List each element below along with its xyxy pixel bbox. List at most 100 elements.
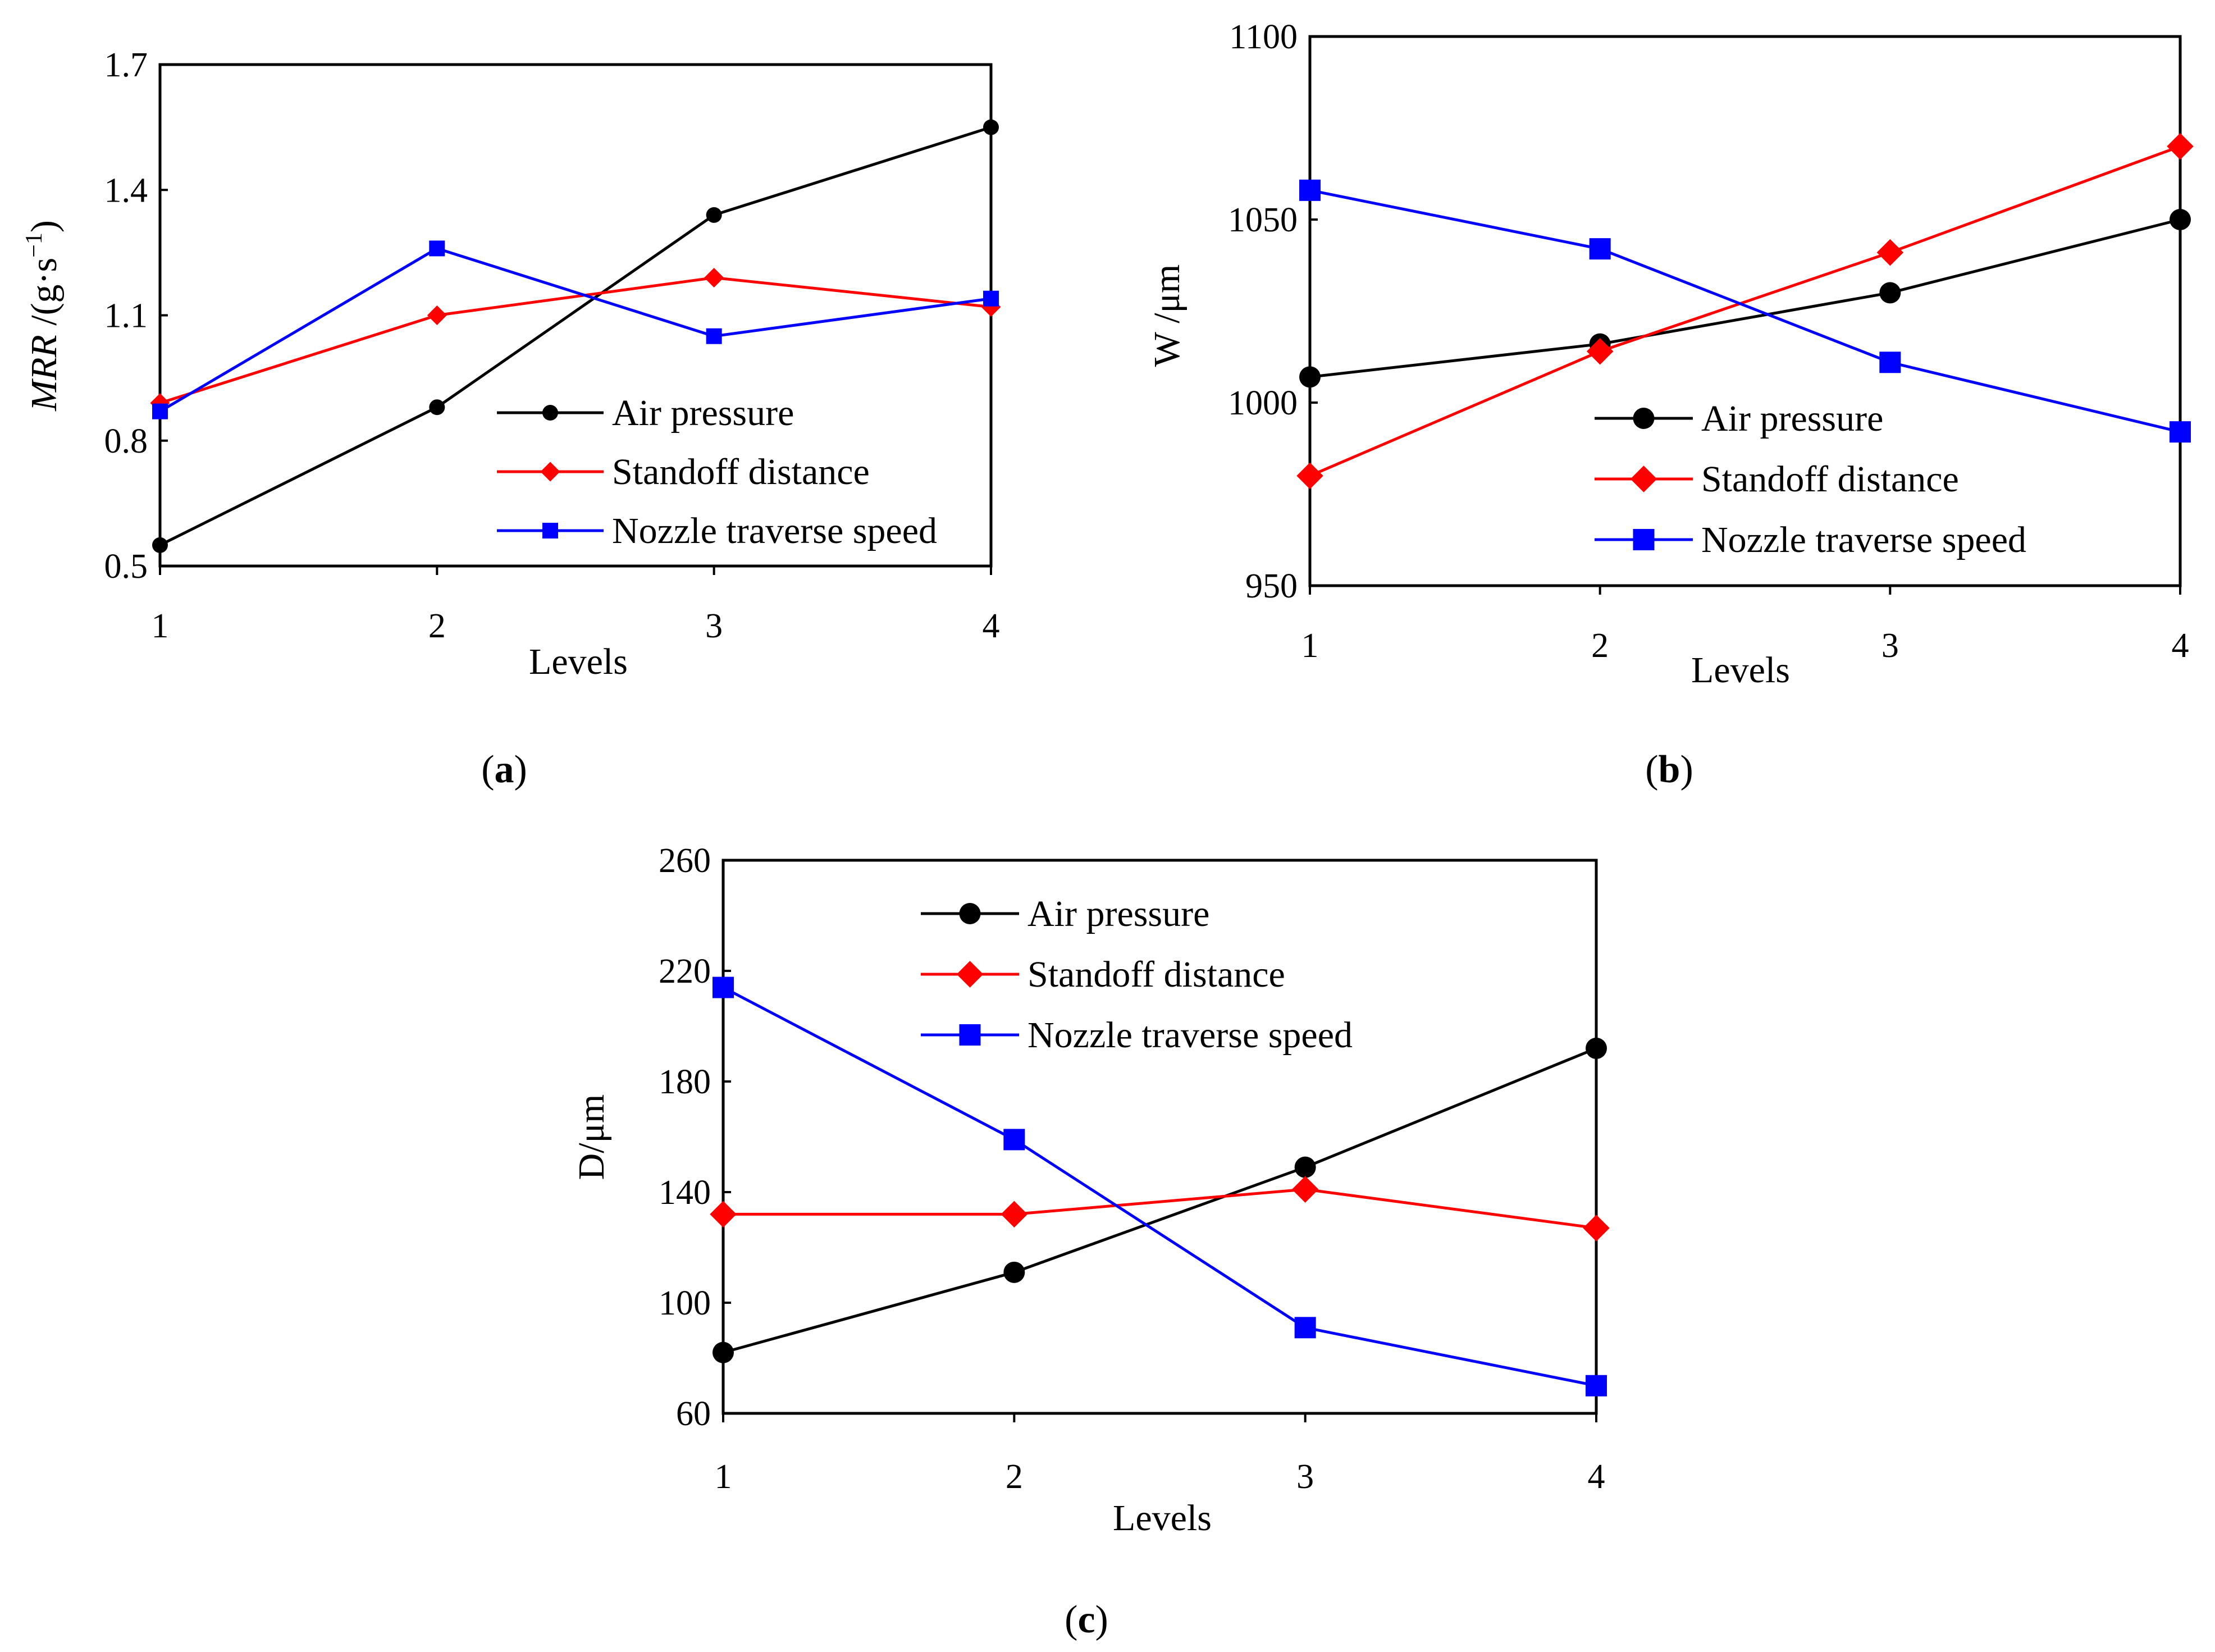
series-line-c-2 [722,986,1597,1388]
data-point-a-1-2 [704,268,724,288]
x-tick-label-c-2: 3 [1296,1458,1314,1496]
data-point-a-0-3 [983,119,999,135]
data-point-b-0-3 [2170,209,2191,230]
y-axis-label-a-exp: −1 [21,232,47,258]
x-tick-label-c-1: 2 [1006,1458,1023,1496]
data-point-b-0-0 [1299,366,1321,388]
x-axis-label-b: Levels [1691,650,1790,691]
y-tick-label-b-2: 1050 [1228,201,1298,239]
legend-b: Air pressure Standoff distance Nozzle trav… [1595,398,2026,560]
data-point-b-1-2 [1876,239,1904,266]
x-tick-label-b-3: 4 [2172,627,2189,665]
y-tick-label-c-5: 260 [659,842,711,880]
x-tick-label-b-1: 2 [1591,627,1609,665]
caption-c: (c) [1065,1598,1108,1641]
legend-marker-b-1 [1630,466,1657,492]
x-tick-label-a-2: 3 [705,607,723,645]
x-tick-label-a-3: 4 [983,607,1000,645]
data-point-c-2-1 [1003,1129,1025,1151]
ticks-b: 950 1000 1050 1100 1 2 3 4 [1228,18,2189,665]
x-axis-label-c: Levels [1113,1498,1212,1539]
y-axis-label-c: D/μm [571,1094,612,1180]
legend-marker-c-1 [956,961,984,988]
series-line-c-1 [723,1188,1597,1230]
data-point-c-2-2 [1294,1317,1316,1339]
data-point-a-2-1 [429,240,445,257]
data-point-c-1-1 [1001,1201,1028,1228]
x-tick-label-a-1: 2 [428,607,446,645]
data-point-b-2-0 [1299,179,1321,201]
data-point-a-2-2 [706,328,722,344]
series-line-b-2 [1309,189,2181,433]
y-tick-label-c-0: 60 [676,1395,711,1433]
data-point-c-2-0 [713,976,734,998]
data-point-c-2-3 [1586,1375,1607,1397]
y-axis-label-a-unit: /(g·s [24,258,65,335]
data-point-b-2-2 [1879,352,1901,373]
legend-marker-a-2 [542,523,558,539]
legend-c: Air pressure Standoff distance Nozzle trav… [921,893,1353,1056]
data-point-b-1-3 [2167,133,2194,160]
y-tick-label-c-1: 100 [659,1284,711,1322]
y-tick-label-a-3: 1.4 [104,171,148,209]
legend-label-c-2: Nozzle traverse speed [1027,1015,1353,1056]
y-axis-label-b: W /μm [1147,264,1188,367]
data-point-a-2-0 [152,403,168,419]
legend-marker-b-2 [1633,529,1655,550]
y-axis-label-a-main: MRR [24,335,65,412]
series-line-c-0 [723,1047,1597,1354]
legend-label-c-1: Standoff distance [1027,954,1285,995]
y-tick-label-c-2: 140 [659,1174,711,1212]
legend-marker-c-0 [959,903,981,924]
marks-c [710,976,1610,1397]
y-tick-label-c-3: 180 [659,1063,711,1101]
data-point-c-0-0 [713,1341,734,1363]
series-line-b-1 [1309,145,2181,477]
data-point-b-2-1 [1589,238,1611,260]
data-point-c-1-0 [710,1201,737,1228]
data-point-c-1-3 [1583,1215,1610,1242]
y-tick-label-b-3: 1100 [1229,18,1298,56]
x-tick-label-a-0: 1 [152,607,169,645]
marks-b [1296,133,2194,490]
ticks-a: 0.5 0.8 1.1 1.4 1.7 1 2 3 4 [104,46,1000,645]
caption-c-letter: c [1077,1598,1095,1641]
data-point-b-2-3 [2170,421,2191,443]
y-axis-label-a-close: ) [24,220,65,232]
caption-a-letter: a [495,748,514,791]
legend-marker-b-0 [1633,408,1655,429]
legend-marker-a-0 [542,405,558,421]
x-tick-label-c-3: 4 [1588,1458,1605,1496]
legend-marker-a-1 [540,462,560,482]
data-point-b-0-2 [1879,282,1901,304]
legend-label-b-0: Air pressure [1701,398,1883,439]
y-tick-label-a-1: 0.8 [104,422,148,460]
series-line-b-0 [1309,218,2181,378]
series-line-a-2 [159,247,992,413]
y-tick-label-b-1: 1000 [1228,384,1298,422]
panel-a: 0.50.81.11.41.71 2 3 4 Levels MRR /(g·s−1) … [21,46,1001,791]
y-tick-label-a-0: 0.5 [104,547,148,586]
data-point-a-0-2 [706,207,722,223]
panel-b: 950 1000 1050 1100 1 2 3 4 Levels W /μm Air pre… [1147,18,2194,791]
data-point-c-0-1 [1003,1261,1025,1283]
data-point-b-1-0 [1296,462,1323,490]
data-point-c-0-2 [1294,1156,1316,1178]
plot-area-c [721,859,1598,1415]
marks-a [150,119,1001,553]
y-tick-label-b-0: 950 [1245,567,1298,605]
y-axis-label-a: MRR /(g·s−1) [21,220,65,412]
legend-label-a-1: Standoff distance [612,451,870,492]
legend-label-a-2: Nozzle traverse speed [612,510,937,551]
caption-a: (a) [481,748,527,791]
data-point-a-0-0 [152,537,168,553]
x-tick-label-b-2: 3 [1881,627,1899,665]
legend-marker-c-2 [959,1024,981,1046]
plot-area-b [1308,35,2182,587]
data-point-a-1-1 [427,305,447,325]
y-tick-label-a-4: 1.7 [104,46,148,84]
caption-b-letter: b [1659,748,1680,791]
x-tick-label-b-0: 1 [1301,627,1319,665]
legend-label-c-0: Air pressure [1027,893,1209,934]
